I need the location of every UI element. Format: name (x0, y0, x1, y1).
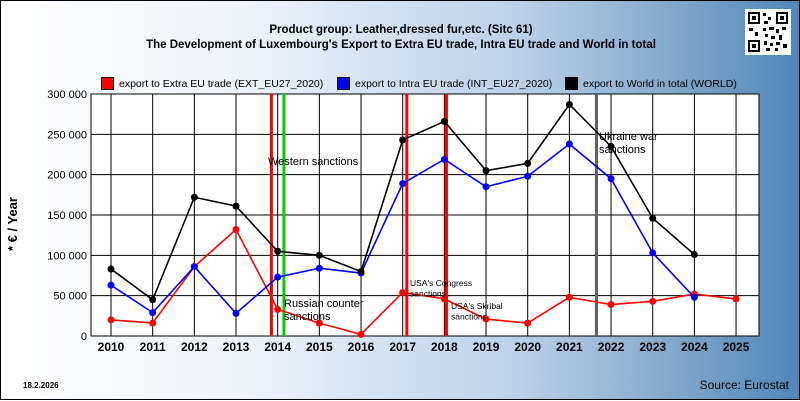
data-point-world (482, 167, 490, 175)
title-line-1: Product group: Leather,dressed fur,etc. … (269, 24, 533, 36)
data-point-extra (607, 301, 615, 309)
x-tick-label: 2023 (639, 340, 666, 354)
series-line-extra (110, 228, 737, 336)
data-point-world (232, 202, 240, 210)
legend-swatch-intra (337, 77, 350, 90)
x-tick-label: 2016 (348, 340, 375, 354)
event-annotation: Western sanctions (268, 156, 359, 168)
data-point-extra (440, 295, 448, 303)
data-point-intra (232, 309, 240, 317)
y-tick-label: 150 000 (47, 210, 87, 222)
data-point-extra (315, 319, 323, 327)
data-point-extra (274, 305, 282, 313)
x-tick-label: 2013 (223, 340, 250, 354)
legend-label-world: export to World in total (WORLD) (583, 77, 737, 90)
data-point-intra (149, 309, 157, 317)
data-point-extra (732, 295, 740, 303)
y-tick-label: 300 000 (47, 89, 87, 101)
data-point-world (690, 251, 698, 259)
x-tick-label: 2015 (306, 340, 333, 354)
y-tick-label: 0 (81, 331, 87, 343)
x-tick-label: 2019 (473, 340, 500, 354)
x-tick-label: 2025 (723, 340, 750, 354)
x-tick-label: 2010 (98, 340, 125, 354)
data-point-world (440, 117, 448, 125)
data-point-world (565, 100, 573, 108)
legend-swatch-world (565, 77, 578, 90)
legend-item-world: export to World in total (WORLD) (565, 77, 737, 90)
data-point-intra (565, 140, 573, 148)
data-point-intra (107, 281, 115, 289)
date-stamp: 18.2.2026 (23, 381, 59, 390)
data-point-extra (232, 226, 240, 234)
data-point-intra (524, 172, 532, 180)
event-annotation: Ukraine war sanctions (599, 131, 658, 156)
data-point-intra (690, 293, 698, 301)
x-tick-label: 2021 (556, 340, 583, 354)
data-point-world (399, 136, 407, 144)
data-point-intra (399, 180, 407, 188)
chart-title: Product group: Leather,dressed fur,etc. … (1, 23, 800, 53)
x-tick-label: 2018 (431, 340, 458, 354)
y-tick-label: 100 000 (47, 250, 87, 262)
x-tick-label: 2017 (389, 340, 416, 354)
x-tick-label: 2022 (598, 340, 625, 354)
title-line-2: The Development of Luxembourg's Export t… (146, 39, 656, 51)
data-point-world (607, 142, 615, 150)
data-point-extra (649, 297, 657, 305)
data-point-extra (357, 330, 365, 338)
data-point-extra (524, 319, 532, 327)
data-point-world (190, 193, 198, 201)
data-point-intra (440, 155, 448, 163)
y-tick-label: 50 000 (53, 291, 87, 303)
legend-swatch-extra (101, 77, 114, 90)
event-annotation: USA's Congress sanctions (410, 278, 472, 299)
data-point-extra (565, 293, 573, 301)
x-tick-label: 2020 (514, 340, 541, 354)
data-point-world (524, 159, 532, 167)
x-tick-label: 2024 (681, 340, 708, 354)
x-tick-label: 2012 (181, 340, 208, 354)
data-point-world (107, 265, 115, 273)
source-label: Source: Eurostat (699, 378, 789, 392)
data-point-intra (315, 264, 323, 272)
legend-label-intra: export to Intra EU trade (INT_EU27_2020) (355, 77, 553, 90)
legend-label-extra: export to Extra EU trade (EXT_EU27_2020) (119, 77, 324, 90)
data-point-world (357, 267, 365, 275)
data-point-extra (482, 315, 490, 323)
data-point-intra (482, 183, 490, 191)
y-tick-label: 250 000 (47, 129, 87, 141)
data-point-world (149, 296, 157, 304)
x-tick-label: 2014 (264, 340, 291, 354)
data-point-extra (107, 316, 115, 324)
data-point-intra (190, 263, 198, 271)
data-point-world (315, 251, 323, 259)
legend-item-extra: export to Extra EU trade (EXT_EU27_2020) (101, 77, 323, 90)
data-point-extra (399, 288, 407, 296)
data-point-intra (649, 249, 657, 257)
x-tick-label: 2011 (140, 340, 166, 354)
data-point-intra (607, 175, 615, 183)
data-point-world (649, 214, 657, 222)
event-annotation: USA's Skribal sanctions (451, 301, 503, 322)
event-annotation: Russian counter sanctions (284, 298, 364, 323)
qr-code-icon (745, 9, 791, 55)
data-point-extra (149, 319, 157, 327)
data-point-world (274, 247, 282, 255)
legend-item-intra: export to Intra EU trade (INT_EU27_2020) (337, 77, 552, 90)
y-tick-label: 200 000 (47, 170, 87, 182)
data-point-intra (274, 273, 282, 281)
